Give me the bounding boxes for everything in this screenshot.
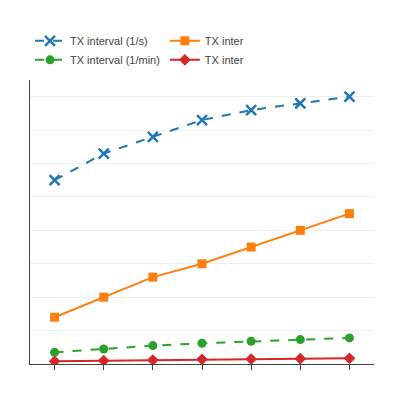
svg-text:TX inter: TX inter xyxy=(205,35,244,47)
svg-text:TX interval (1/min): TX interval (1/min) xyxy=(70,54,160,66)
svg-text:TX interval (1/s): TX interval (1/s) xyxy=(70,35,148,47)
svg-text:TX inter: TX inter xyxy=(205,54,244,66)
